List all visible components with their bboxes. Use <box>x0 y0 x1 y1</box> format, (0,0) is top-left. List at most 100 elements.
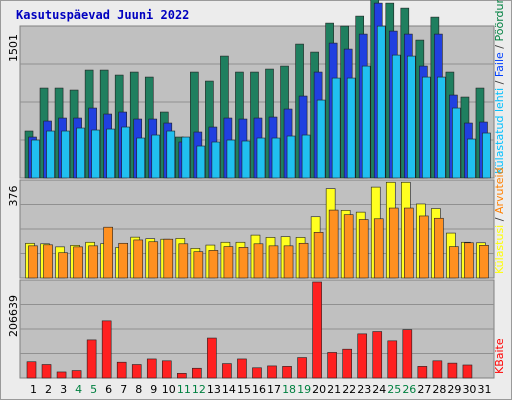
bar <box>131 364 142 379</box>
bar <box>253 243 264 279</box>
legend-entry: Faile <box>493 52 506 77</box>
x-tick-label: 26 <box>402 383 416 396</box>
x-tick-label: 25 <box>387 383 401 396</box>
bar <box>223 246 234 279</box>
bar <box>462 364 473 379</box>
bar <box>193 251 204 279</box>
y-max-label: 206639 <box>7 295 20 337</box>
x-tick-label: 22 <box>342 383 356 396</box>
x-tick-label: 6 <box>105 383 112 396</box>
bar <box>46 130 55 179</box>
bar <box>148 241 159 279</box>
bar <box>58 252 68 279</box>
bar <box>417 366 428 379</box>
bar <box>373 218 384 279</box>
bar <box>267 365 277 379</box>
x-tick-label: 8 <box>135 383 142 396</box>
bar <box>312 281 322 379</box>
x-tick-label: 23 <box>357 383 371 396</box>
bar <box>327 352 337 379</box>
bar <box>73 246 83 279</box>
bar <box>283 245 294 279</box>
bar <box>437 76 446 179</box>
x-tick-label: 4 <box>75 383 82 396</box>
bar <box>313 231 324 279</box>
bar <box>28 245 38 279</box>
legend-separator: / <box>493 214 506 225</box>
bar <box>76 127 85 179</box>
bar <box>41 364 52 379</box>
bar <box>404 207 414 279</box>
bar <box>388 207 399 279</box>
bar <box>391 54 401 179</box>
bar <box>211 141 221 179</box>
bar <box>237 358 247 379</box>
bar <box>301 134 311 179</box>
bar <box>208 250 219 279</box>
bar <box>101 320 112 379</box>
bar <box>86 339 97 379</box>
bar <box>56 371 67 379</box>
bar <box>467 138 476 179</box>
bar <box>116 361 127 379</box>
bar <box>447 362 458 379</box>
y-max-label: 376 <box>7 186 20 207</box>
x-tick-label: 15 <box>237 383 251 396</box>
bar <box>464 242 474 279</box>
bar <box>268 245 279 279</box>
bar <box>163 238 174 279</box>
bar <box>286 135 296 179</box>
x-tick-label: 11 <box>177 383 191 396</box>
bar <box>222 363 232 379</box>
bar <box>252 367 262 379</box>
bar <box>297 357 307 379</box>
bar <box>407 55 416 179</box>
bar <box>479 245 489 279</box>
x-tick-label: 29 <box>447 383 461 396</box>
x-tick-label: 18 <box>282 383 296 396</box>
bar <box>387 340 398 379</box>
bar <box>432 360 443 379</box>
bar <box>146 358 157 379</box>
x-tick-label: 24 <box>372 383 386 396</box>
bar <box>331 77 341 179</box>
y-max-label: 1501 <box>7 34 20 62</box>
bar <box>376 25 386 179</box>
bar <box>192 367 202 379</box>
panel-legend: KBaite <box>493 338 506 374</box>
bar <box>226 139 236 179</box>
bar <box>419 215 429 279</box>
legend-entry: Külastusi <box>493 225 506 274</box>
bar <box>207 337 217 379</box>
bar <box>372 331 383 379</box>
bar <box>298 242 309 279</box>
x-tick-label: 27 <box>417 383 431 396</box>
bar <box>256 137 266 179</box>
bar <box>358 219 369 279</box>
panel-legend: Külastusi / Arvuteid <box>493 167 506 274</box>
bar <box>181 136 191 179</box>
bar <box>133 239 144 279</box>
legend-separator: / <box>493 41 506 52</box>
bar <box>151 134 161 179</box>
x-tick-label: 21 <box>327 383 341 396</box>
x-tick-label: 1 <box>30 383 37 396</box>
bar <box>449 246 459 279</box>
bar <box>71 370 82 379</box>
bar <box>136 137 146 179</box>
legend-entry: Arvuteid <box>493 167 506 214</box>
bar <box>328 209 339 279</box>
panel-legend: Külastatud lehti / Faile / Pöördumisi <box>493 0 506 174</box>
x-tick-label: 13 <box>207 383 221 396</box>
bar <box>61 130 70 179</box>
x-tick-label: 9 <box>150 383 157 396</box>
x-tick-label: 28 <box>432 383 446 396</box>
legend-entry: Külastatud lehti <box>493 88 506 174</box>
bar <box>282 366 292 379</box>
bar <box>166 130 176 179</box>
x-tick-label: 31 <box>477 383 491 396</box>
bar <box>402 329 413 379</box>
bar <box>91 129 100 179</box>
x-tick-label: 10 <box>162 383 176 396</box>
